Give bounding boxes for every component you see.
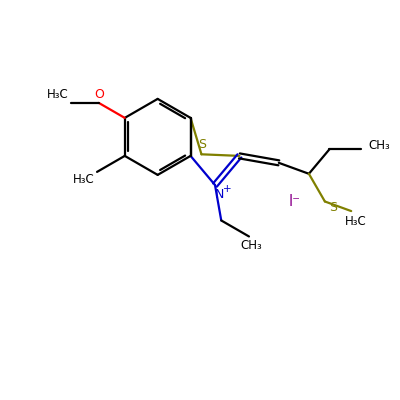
Text: +: + xyxy=(223,184,231,194)
Text: CH₃: CH₃ xyxy=(368,139,390,152)
Text: N: N xyxy=(214,188,224,200)
Text: CH₃: CH₃ xyxy=(240,239,262,252)
Text: S: S xyxy=(329,201,337,214)
Text: H₃C: H₃C xyxy=(345,214,367,228)
Text: O: O xyxy=(94,88,104,101)
Text: S: S xyxy=(198,138,206,151)
Text: H₃C: H₃C xyxy=(47,88,69,101)
Text: I⁻: I⁻ xyxy=(289,194,301,210)
Text: H₃C: H₃C xyxy=(73,173,95,186)
